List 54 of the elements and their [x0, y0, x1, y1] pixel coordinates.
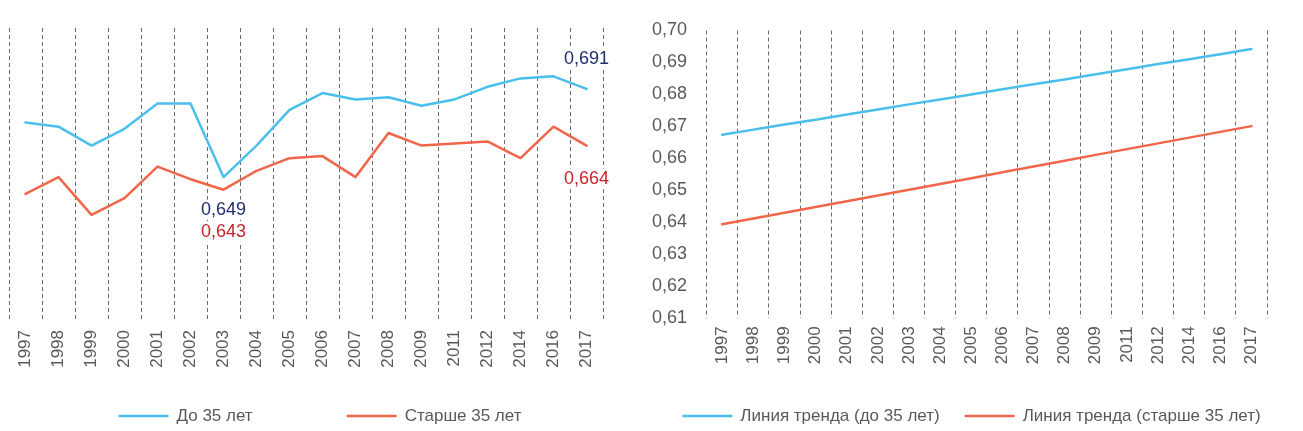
legend-label: Линия тренда (старше 35 лет): [1022, 405, 1261, 425]
x-tick-label: 2004: [246, 330, 266, 368]
x-tick-label: 1997: [15, 330, 35, 368]
x-tick-label: 1998: [743, 326, 763, 365]
x-tick-label: 2012: [1147, 326, 1167, 365]
x-tick-label: 2009: [1085, 326, 1105, 365]
x-tick-label: 2007: [1023, 326, 1043, 365]
x-tick-label: 2011: [444, 330, 464, 367]
legend-label: Линия тренда (до 35 лет): [740, 405, 940, 425]
x-tick-label: 2016: [543, 330, 563, 368]
x-tick-label: 2011: [1116, 326, 1136, 363]
x-tick-label: 1999: [81, 330, 101, 368]
y-tick-label: 0,64: [651, 211, 687, 232]
y-tick-label: 0,70: [651, 19, 687, 40]
x-tick-label: 2000: [805, 326, 825, 365]
x-tick-label: 2008: [378, 330, 398, 368]
data-label: 0,643: [200, 220, 247, 241]
x-tick-label: 2001: [836, 326, 856, 365]
x-tick-label: 2006: [992, 326, 1012, 365]
y-tick-label: 0,68: [651, 83, 687, 104]
x-tick-label: 2003: [213, 330, 233, 368]
y-tick-label: 0,66: [651, 147, 687, 168]
x-tick-label: 2008: [1054, 326, 1074, 365]
x-tick-label: 2014: [510, 330, 530, 368]
data-label: 0,691: [563, 47, 610, 68]
x-tick-label: 1998: [48, 330, 68, 368]
x-tick-label: 2012: [477, 330, 497, 368]
x-tick-label: 2002: [867, 326, 887, 365]
x-tick-label: 2017: [576, 330, 596, 368]
y-tick-label: 0,65: [651, 179, 687, 200]
x-tick-label: 2014: [1178, 326, 1198, 365]
x-tick-label: 1997: [711, 326, 731, 365]
legend-label: Старше 35 лет: [404, 405, 522, 425]
x-tick-label: 2007: [345, 330, 365, 368]
x-tick-label: 2002: [180, 330, 200, 368]
data-label: 0,649: [200, 198, 247, 219]
x-tick-label: 2006: [312, 330, 332, 368]
y-tick-label: 0,62: [651, 275, 687, 296]
x-tick-label: 2001: [147, 330, 167, 368]
x-tick-label: 2005: [960, 326, 980, 365]
legend-label: До 35 лет: [176, 405, 253, 425]
y-tick-label: 0,63: [651, 243, 687, 264]
x-tick-label: 2004: [929, 326, 949, 365]
x-tick-label: 2003: [898, 326, 918, 365]
x-tick-label: 2009: [411, 330, 431, 368]
x-tick-label: 2016: [1210, 326, 1229, 365]
y-tick-label: 0,67: [651, 115, 687, 136]
x-tick-label: 2005: [279, 330, 299, 368]
x-tick-label: 2000: [114, 330, 134, 368]
data-label: 0,664: [563, 167, 610, 188]
x-tick-label: 1999: [774, 326, 794, 365]
x-tick-label: 2017: [1241, 326, 1261, 365]
y-tick-label: 0,61: [651, 307, 687, 328]
y-tick-label: 0,69: [651, 51, 687, 72]
